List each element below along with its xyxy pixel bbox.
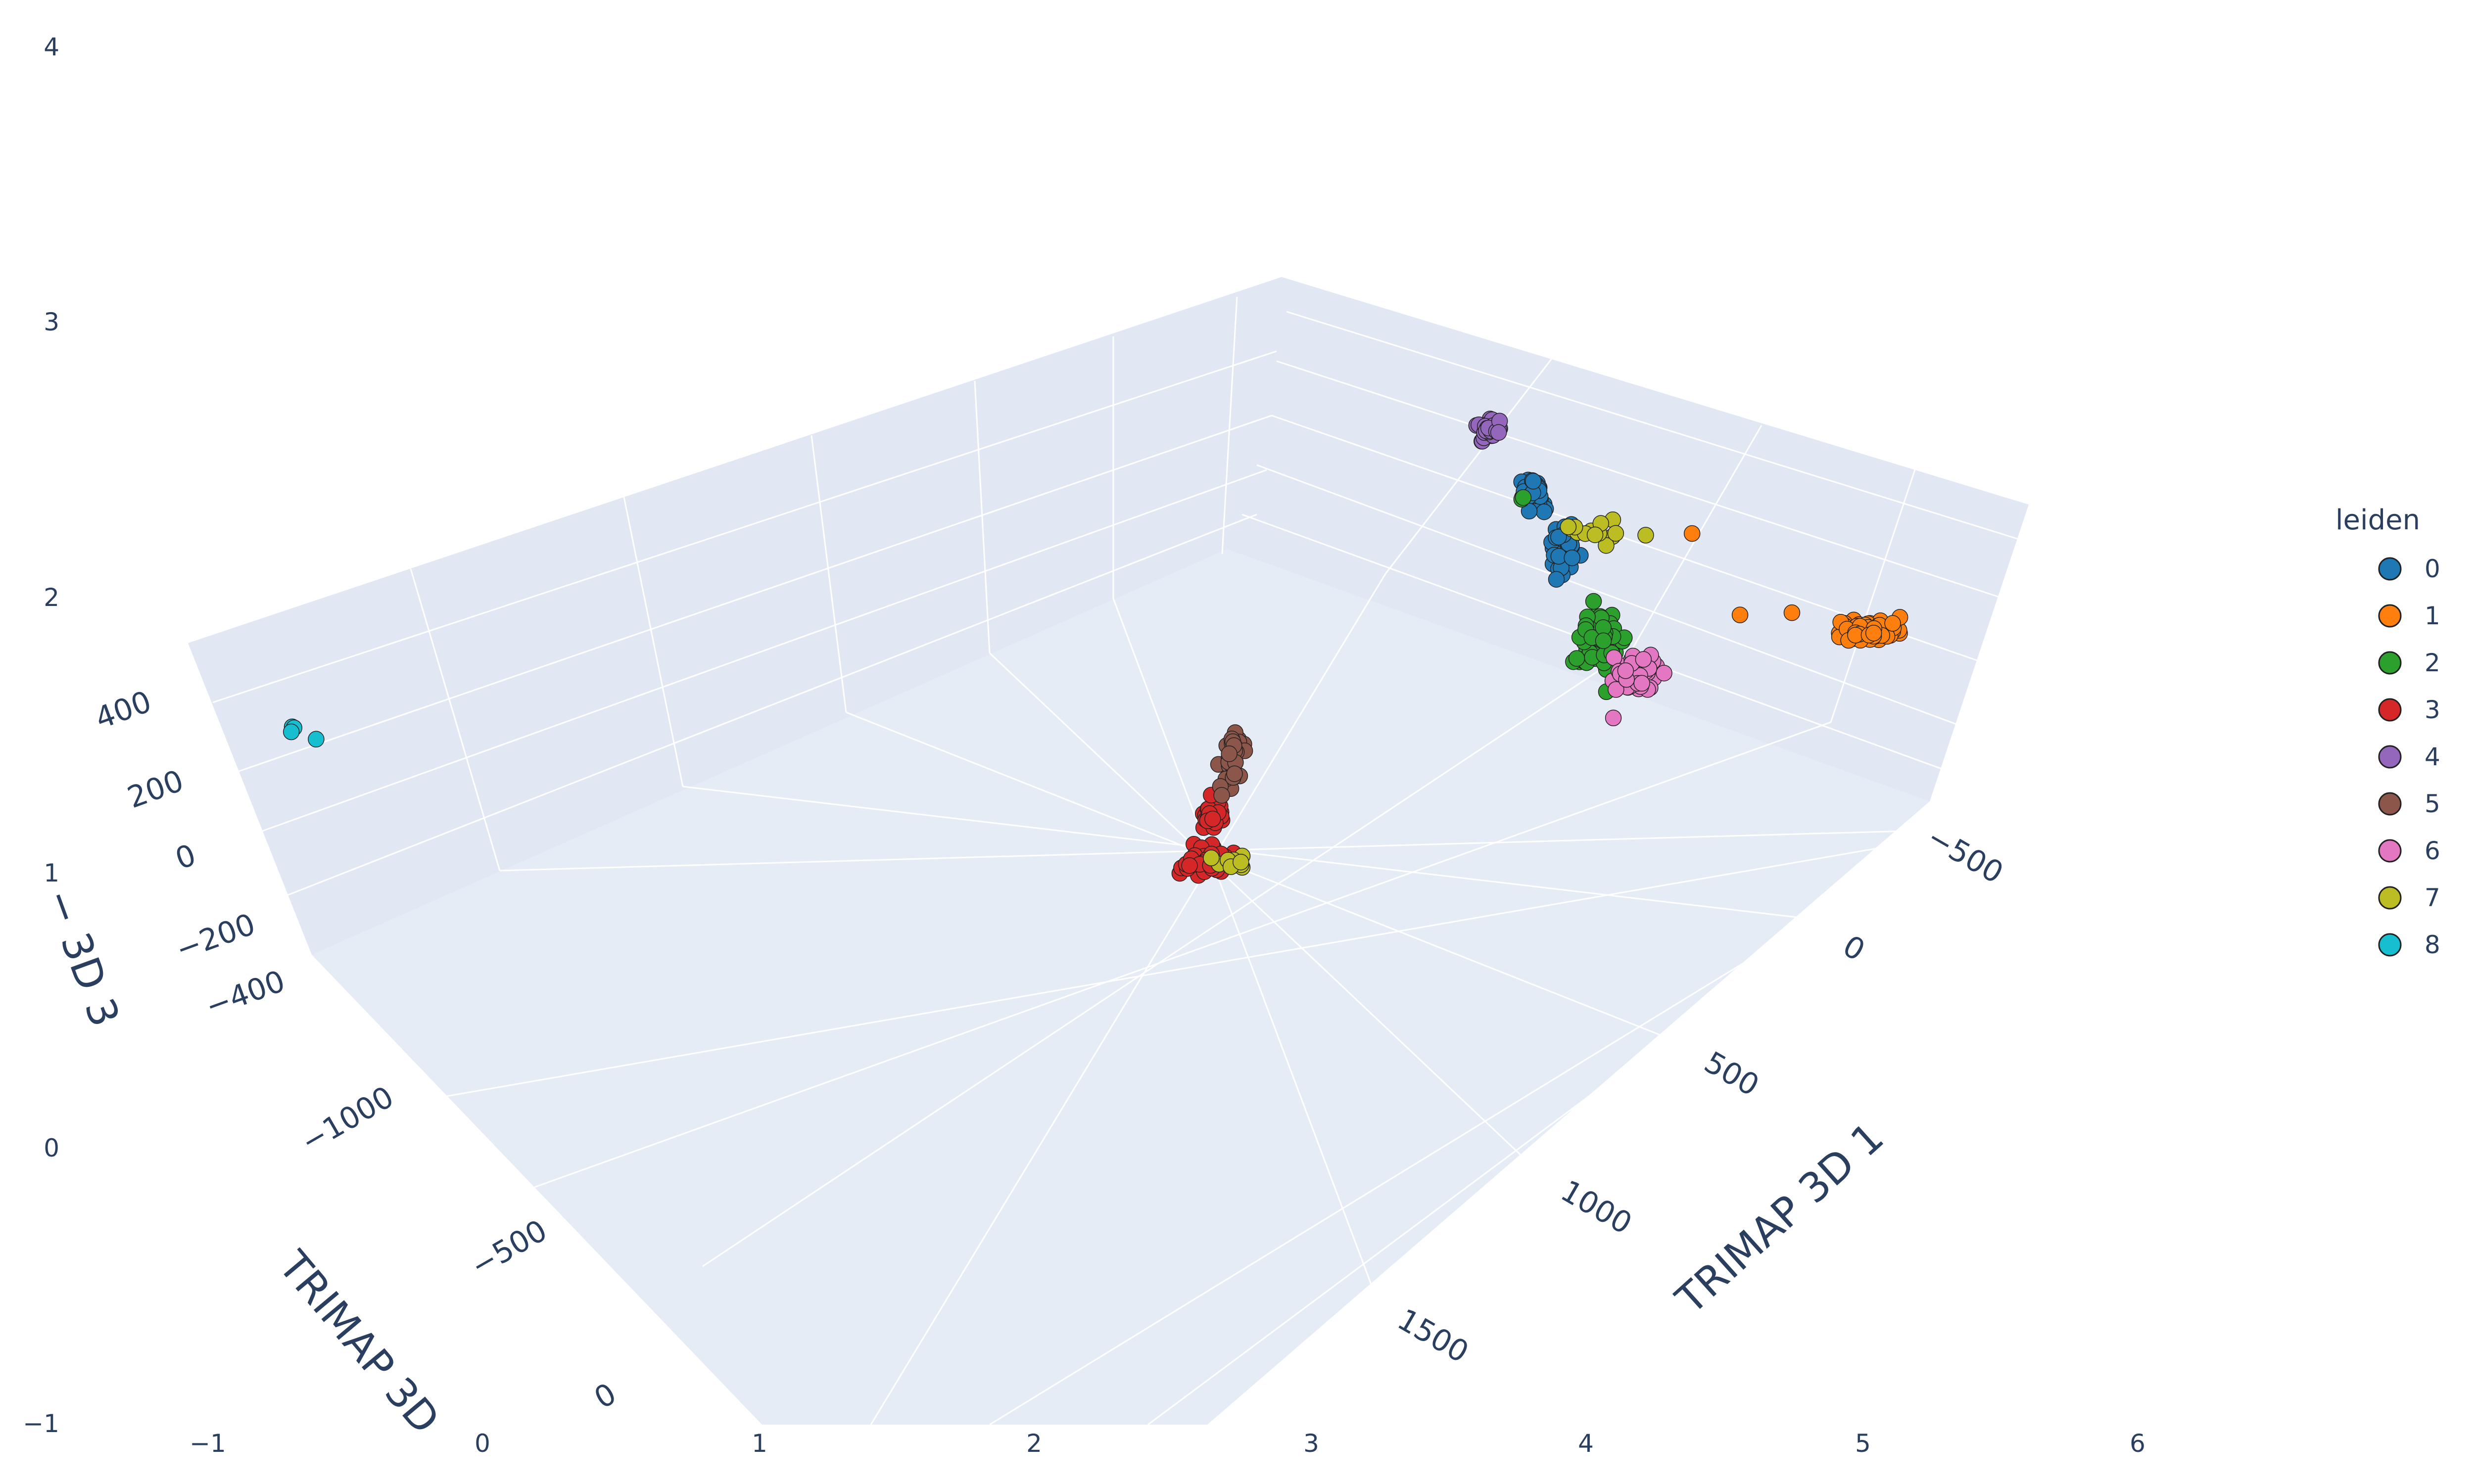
legend-marker [2378, 792, 2402, 816]
legend-label: 4 [2425, 742, 2440, 771]
point-cluster-7 [1233, 853, 1249, 871]
legend-item-3[interactable]: 3 [2378, 696, 2440, 724]
point-cluster-5 [1213, 787, 1230, 804]
point-cluster-7 [1607, 525, 1624, 542]
point-cluster-1 [1865, 625, 1882, 642]
legend-label: 8 [2425, 930, 2440, 959]
legend: leiden 0 1 2 3 4 5 6 7 8 [2335, 504, 2440, 959]
point-cluster-1 [1884, 615, 1901, 632]
z-tick: −200 [171, 907, 260, 967]
point-cluster-6 [1633, 675, 1650, 692]
points-layer [283, 411, 1908, 884]
legend-label: 3 [2425, 696, 2440, 724]
outer-x-axis: −1 0 1 2 3 4 5 6 [190, 1429, 2145, 1458]
x-tick: −500 [1921, 820, 2009, 890]
y-tick: −1000 [295, 1079, 400, 1159]
point-cluster-6 [1605, 709, 1622, 727]
legend-label: 0 [2425, 555, 2440, 583]
point-cluster-0 [1550, 528, 1567, 546]
outer-y-tick: 0 [44, 1134, 59, 1162]
legend-item-7[interactable]: 7 [2378, 883, 2440, 912]
legend-marker [2378, 557, 2402, 581]
point-cluster-6 [1608, 681, 1624, 698]
outer-x-tick: −1 [190, 1429, 226, 1458]
outer-x-tick: 4 [1578, 1429, 1594, 1458]
point-cluster-6 [1656, 664, 1672, 682]
outer-y-tick: 1 [44, 859, 59, 887]
z-tick: −400 [201, 964, 289, 1024]
point-cluster-8 [308, 731, 325, 748]
point-cluster-2 [1595, 632, 1612, 649]
legend-marker [2378, 839, 2402, 863]
point-cluster-1 [1683, 525, 1701, 542]
outer-x-tick: 5 [1855, 1429, 1871, 1458]
legend-item-8[interactable]: 8 [2378, 930, 2440, 959]
legend-marker [2378, 698, 2402, 722]
x-tick: 500 [1699, 1045, 1765, 1103]
point-cluster-0 [1548, 571, 1565, 588]
z-tick: 400 [91, 684, 156, 736]
point-cluster-8 [283, 723, 300, 741]
legend-marker [2378, 745, 2402, 769]
x-tick: 1500 [1392, 1302, 1475, 1370]
legend-item-5[interactable]: 5 [2378, 789, 2440, 818]
legend-label: 2 [2425, 649, 2440, 677]
legend-item-6[interactable]: 6 [2378, 836, 2440, 865]
y-tick: 0 [588, 1376, 622, 1416]
point-cluster-5 [1226, 765, 1243, 782]
z-tick: 200 [123, 763, 189, 815]
legend-label: 6 [2425, 836, 2440, 865]
point-cluster-0 [1564, 549, 1580, 566]
point-cluster-3 [1204, 810, 1221, 828]
point-cluster-6 [1635, 651, 1652, 668]
y-axis-title: TRIMAP 3D [269, 1242, 448, 1443]
x-tick: 0 [1837, 928, 1871, 968]
point-cluster-0 [1524, 473, 1542, 490]
legend-label: 7 [2425, 883, 2440, 912]
legend-item-0[interactable]: 0 [2378, 555, 2440, 583]
outer-x-tick: 1 [752, 1429, 767, 1458]
legend-title: leiden [2335, 504, 2420, 536]
legend-marker [2378, 604, 2402, 628]
outer-x-tick: 3 [1303, 1429, 1319, 1458]
legend-item-1[interactable]: 1 [2378, 602, 2440, 630]
point-cluster-5 [1221, 745, 1237, 762]
x-axis-title: TRIMAP 3D 1 [1667, 1114, 1893, 1324]
legend-item-4[interactable]: 4 [2378, 742, 2440, 771]
point-cluster-7 [1203, 849, 1220, 867]
legend-marker [2378, 933, 2402, 957]
point-cluster-0 [1535, 503, 1553, 520]
point-cluster-2 [1515, 489, 1532, 506]
outer-y-axis: 4 3 2 1 0 −1 [23, 33, 59, 1438]
y-tick: −500 [465, 1213, 553, 1284]
legend-marker [2378, 651, 2402, 675]
x-tick: 1000 [1555, 1173, 1638, 1241]
z-axis-title: − 3D 3 [35, 882, 128, 1032]
outer-x-tick: 0 [475, 1429, 490, 1458]
point-cluster-2 [1585, 593, 1602, 610]
outer-y-tick: −1 [23, 1409, 59, 1438]
back-wall-left [188, 277, 1282, 955]
point-cluster-1 [1783, 604, 1801, 621]
outer-x-tick: 6 [2130, 1429, 2145, 1458]
point-cluster-7 [1560, 518, 1577, 535]
z-tick: 0 [171, 837, 200, 877]
point-cluster-7 [1637, 527, 1654, 544]
point-cluster-1 [1731, 606, 1749, 623]
legend-item-2[interactable]: 2 [2378, 649, 2440, 677]
legend-label: 5 [2425, 789, 2440, 818]
outer-x-tick: 2 [1026, 1429, 1042, 1458]
legend-marker [2378, 886, 2402, 910]
outer-y-tick: 3 [44, 308, 59, 336]
point-cluster-7 [1586, 526, 1604, 543]
point-cluster-6 [1617, 662, 1634, 679]
point-cluster-3 [1181, 857, 1198, 874]
outer-y-tick: 4 [44, 33, 59, 61]
legend-label: 1 [2425, 602, 2440, 630]
outer-y-tick: 2 [44, 583, 59, 612]
point-cluster-4 [1490, 424, 1507, 441]
point-cluster-2 [1568, 650, 1585, 667]
